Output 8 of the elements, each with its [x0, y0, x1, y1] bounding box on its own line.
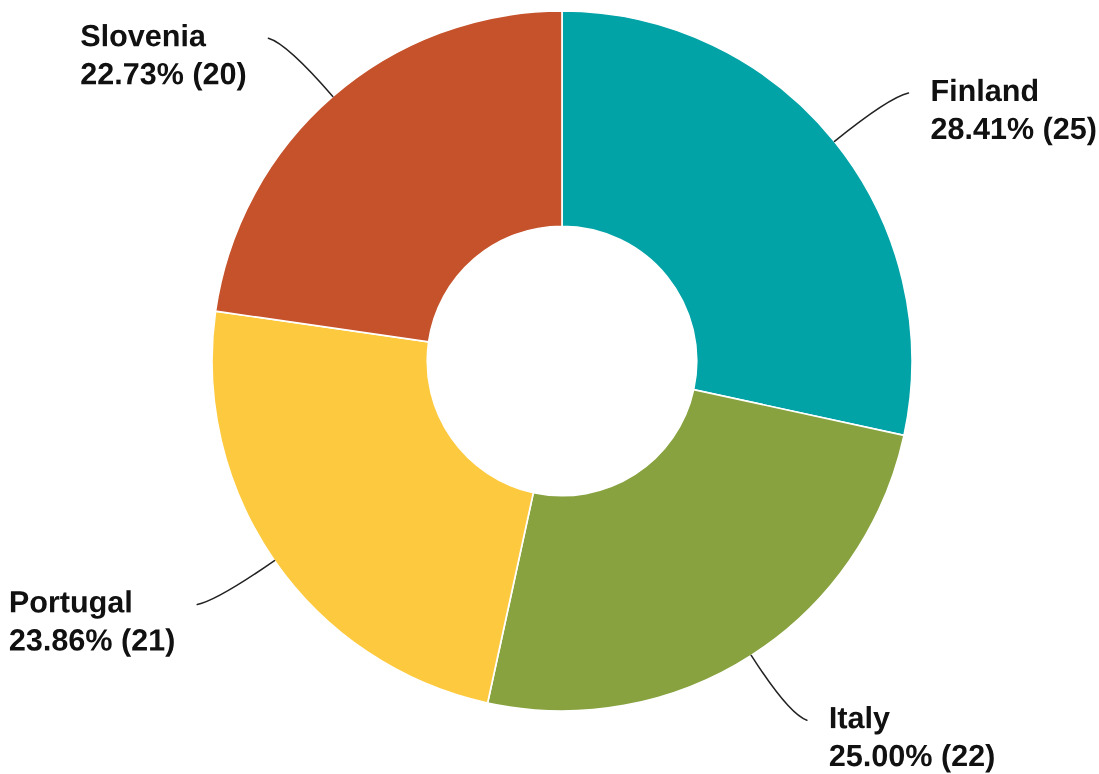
data-label: 22.73% (20): [81, 62, 246, 91]
data-label: 28.41% (25): [931, 116, 1096, 146]
slice-label: Slovenia: [81, 24, 207, 47]
slice-label: Portugal: [10, 590, 131, 619]
slice-label: Finland: [932, 78, 1038, 102]
data-label: 25.00% (22): [829, 743, 994, 773]
slice-label: Italy: [830, 705, 890, 735]
data-label: 23.86% (21): [9, 628, 174, 657]
